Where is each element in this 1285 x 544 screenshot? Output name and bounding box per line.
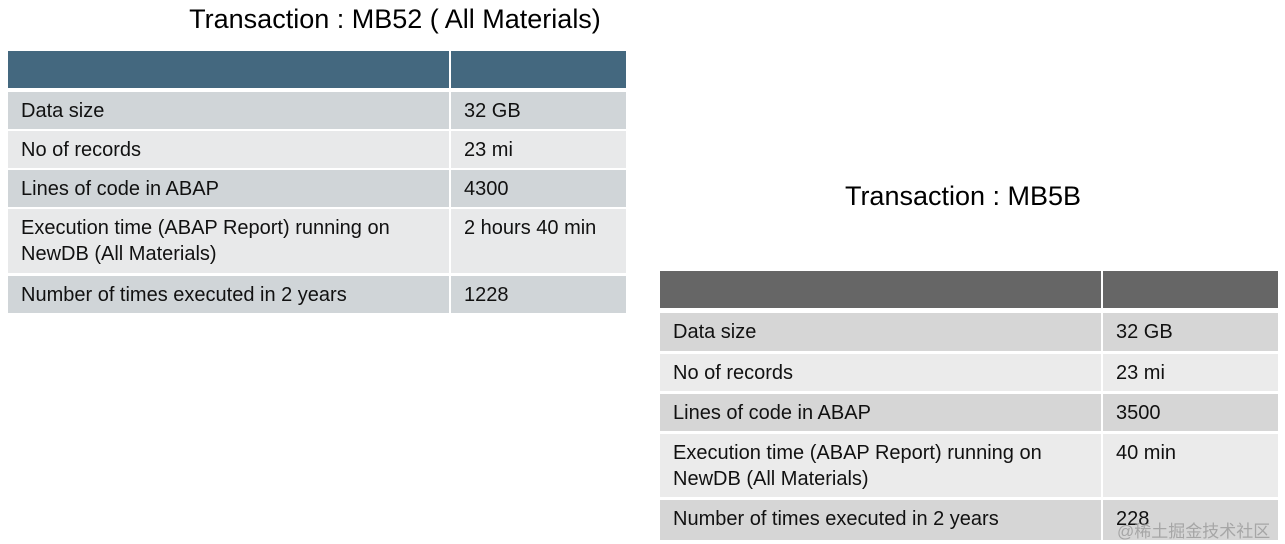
watermark: @稀土掘金技术社区 <box>1117 522 1271 541</box>
row-label: Data size <box>8 92 449 129</box>
row-label: No of records <box>660 354 1101 391</box>
header-cell <box>1103 271 1278 308</box>
table-title: Transaction : MB52 ( All Materials) <box>189 4 601 34</box>
table-title: Transaction : MB5B <box>844 181 1082 211</box>
row-label: Execution time (ABAP Report) running on … <box>8 209 449 273</box>
row-value: 3500 <box>1103 394 1278 431</box>
row-value: 32 GB <box>451 92 626 129</box>
row-value: 23 mi <box>1103 354 1278 391</box>
header-cell <box>451 51 626 88</box>
header-cell <box>8 51 449 88</box>
row-value: 228 <box>1103 500 1278 540</box>
row-label: Lines of code in ABAP <box>8 170 449 207</box>
row-value: 32 GB <box>1103 313 1278 351</box>
row-value: 2 hours 40 min <box>451 209 626 273</box>
row-label: Number of times executed in 2 years <box>8 276 449 313</box>
row-label: No of records <box>8 131 449 168</box>
row-label: Execution time (ABAP Report) running on … <box>660 434 1101 497</box>
row-value: 23 mi <box>451 131 626 168</box>
row-label: Data size <box>660 313 1101 351</box>
row-label: Number of times executed in 2 years <box>660 500 1101 540</box>
header-cell <box>660 271 1101 308</box>
row-value: 40 min <box>1103 434 1278 497</box>
row-label: Lines of code in ABAP <box>660 394 1101 431</box>
row-value: 4300 <box>451 170 626 207</box>
row-value: 1228 <box>451 276 626 313</box>
